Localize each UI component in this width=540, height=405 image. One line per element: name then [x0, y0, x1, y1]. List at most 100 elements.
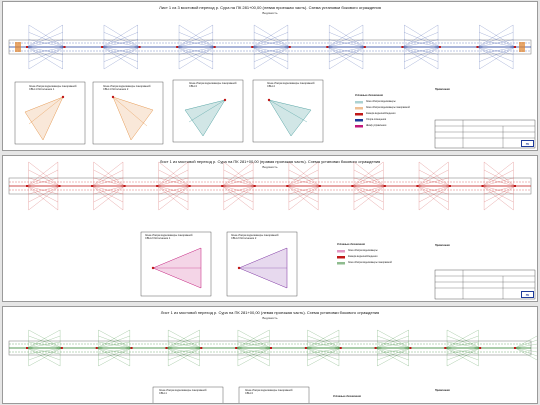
coverage-ray	[96, 335, 130, 349]
detail-fan-3-ray	[188, 99, 226, 123]
sheet-2-subtitle: Ведомость	[262, 165, 278, 169]
coverage-ray	[26, 329, 61, 349]
coverage-ray	[254, 39, 290, 48]
title-block	[434, 269, 536, 300]
camera-marker	[514, 185, 516, 187]
coverage-ray	[96, 347, 130, 367]
coverage-ray	[482, 169, 514, 187]
coverage-ray	[236, 329, 270, 349]
coverage-ray	[447, 341, 481, 349]
coverage-ray	[377, 335, 411, 349]
coverage-ray	[168, 335, 202, 349]
coverage-ray	[158, 161, 190, 187]
coverage-ray	[482, 161, 514, 187]
coverage-ray	[305, 341, 339, 349]
coverage-ray	[166, 347, 200, 367]
sheet-1-legend-2: Зона обзора видеокамеры панорамной	[366, 106, 410, 109]
coverage-ray	[236, 335, 270, 349]
coverage-ray	[254, 46, 290, 55]
coverage-ray	[402, 46, 439, 70]
camera-marker	[363, 46, 366, 48]
coverage-ray	[92, 185, 124, 203]
coverage-ray	[446, 347, 481, 361]
coverage-ray	[103, 32, 140, 48]
coverage-ray	[28, 347, 62, 361]
coverage-ray	[305, 329, 340, 349]
camera-marker	[270, 347, 272, 349]
camera-marker	[188, 185, 191, 187]
coverage-ray	[237, 347, 272, 367]
coverage-ray	[445, 341, 479, 349]
coverage-ray	[222, 169, 254, 187]
sheet-2-legend-title: Условные обозначения	[337, 243, 365, 246]
coverage-ray	[375, 347, 409, 355]
coverage-ray	[236, 347, 270, 355]
coverage-ray	[103, 39, 140, 48]
coverage-ray	[417, 185, 449, 211]
coverage-ray	[28, 46, 65, 70]
coverage-ray	[446, 335, 481, 349]
coverage-ray	[26, 32, 63, 48]
camera-marker	[60, 347, 63, 349]
coverage-ray	[353, 185, 385, 203]
drawing-sheet-1: Лист 1 из 3 мостовой переход р. Сура на …	[2, 1, 538, 151]
detail-fan-4-ray	[268, 99, 308, 123]
coverage-ray	[177, 46, 213, 70]
coverage-ray	[223, 169, 255, 187]
coverage-ray	[402, 39, 439, 48]
coverage-ray	[178, 46, 215, 62]
coverage-ray	[417, 169, 449, 187]
coverage-ray	[166, 329, 200, 349]
coverage-ray	[484, 161, 516, 187]
camera-marker	[130, 347, 133, 349]
camera-marker	[165, 347, 168, 349]
coverage-ray	[177, 39, 213, 48]
coverage-ray	[353, 185, 385, 195]
coverage-ray	[102, 39, 138, 48]
coverage-ray	[287, 161, 319, 187]
camera-marker	[200, 347, 203, 349]
coverage-ray	[237, 347, 272, 355]
coverage-ray	[158, 177, 190, 187]
detail-box-1	[14, 81, 86, 145]
detail-box-3	[172, 79, 244, 143]
coverage-ray	[166, 347, 200, 355]
coverage-ray	[237, 347, 272, 361]
coverage-ray	[305, 347, 340, 367]
coverage-ray	[28, 177, 60, 187]
company-logo: ГК	[521, 140, 534, 147]
camera-marker	[213, 46, 216, 48]
coverage-ray	[287, 185, 319, 195]
sheet-1-callout-1: Зона обзора видеокамеры панорамной СВН-1…	[29, 85, 77, 91]
coverage-ray	[26, 39, 63, 48]
coverage-ray	[327, 39, 363, 48]
coverage-ray	[377, 347, 411, 355]
coverage-ray	[307, 329, 341, 349]
camera-marker	[438, 46, 441, 48]
coverage-ray	[329, 46, 365, 55]
coverage-ray	[287, 169, 319, 187]
coverage-ray	[222, 185, 254, 195]
coverage-ray	[288, 185, 320, 195]
coverage-ray	[418, 177, 450, 187]
coverage-ray	[103, 46, 140, 70]
camera-marker	[416, 185, 419, 187]
coverage-ray	[26, 185, 58, 211]
coverage-ray	[482, 185, 514, 195]
coverage-ray	[482, 185, 514, 211]
coverage-ray	[28, 32, 65, 48]
coverage-ray	[514, 335, 537, 349]
coverage-ray	[477, 32, 514, 48]
camera-marker	[156, 185, 159, 187]
coverage-ray	[445, 347, 479, 367]
coverage-ray	[329, 39, 365, 48]
camera-marker	[409, 347, 412, 349]
coverage-ray	[482, 177, 514, 187]
coverage-ray	[479, 46, 516, 70]
coverage-ray	[418, 161, 451, 187]
coverage-ray	[377, 347, 411, 361]
sheet-1-notes-title: Примечания	[435, 88, 450, 91]
coverage-ray	[352, 185, 384, 203]
coverage-ray	[158, 185, 190, 203]
title-block	[434, 119, 536, 149]
